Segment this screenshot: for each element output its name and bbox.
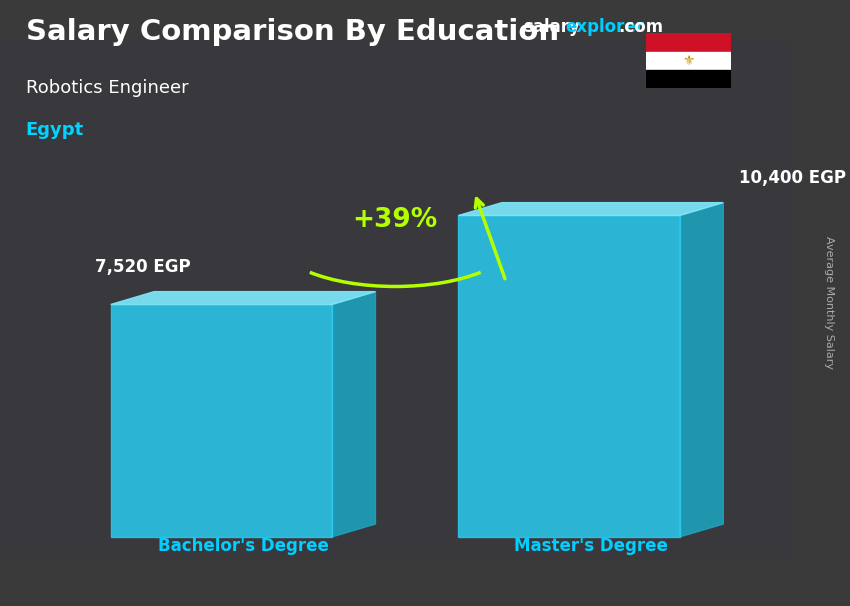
Text: 10,400 EGP: 10,400 EGP bbox=[740, 169, 846, 187]
Polygon shape bbox=[110, 291, 376, 304]
Text: explorer: explorer bbox=[565, 18, 644, 36]
Text: Bachelor's Degree: Bachelor's Degree bbox=[157, 537, 328, 555]
Text: Egypt: Egypt bbox=[26, 121, 84, 139]
Text: Salary Comparison By Education: Salary Comparison By Education bbox=[26, 18, 558, 46]
Text: .com: .com bbox=[618, 18, 663, 36]
Bar bbox=[458, 216, 680, 537]
Text: +39%: +39% bbox=[353, 207, 438, 233]
Text: 7,520 EGP: 7,520 EGP bbox=[95, 258, 190, 276]
Bar bbox=[646, 33, 731, 52]
Text: Robotics Engineer: Robotics Engineer bbox=[26, 79, 188, 97]
Bar bbox=[646, 70, 731, 88]
Text: Average Monthly Salary: Average Monthly Salary bbox=[824, 236, 834, 370]
Text: salary: salary bbox=[523, 18, 580, 36]
Bar bbox=[110, 304, 332, 537]
Text: ⚜: ⚜ bbox=[683, 53, 694, 68]
Polygon shape bbox=[680, 202, 723, 537]
Text: Master's Degree: Master's Degree bbox=[514, 537, 668, 555]
Polygon shape bbox=[332, 291, 376, 537]
Polygon shape bbox=[458, 202, 723, 216]
Bar bbox=[646, 52, 731, 70]
